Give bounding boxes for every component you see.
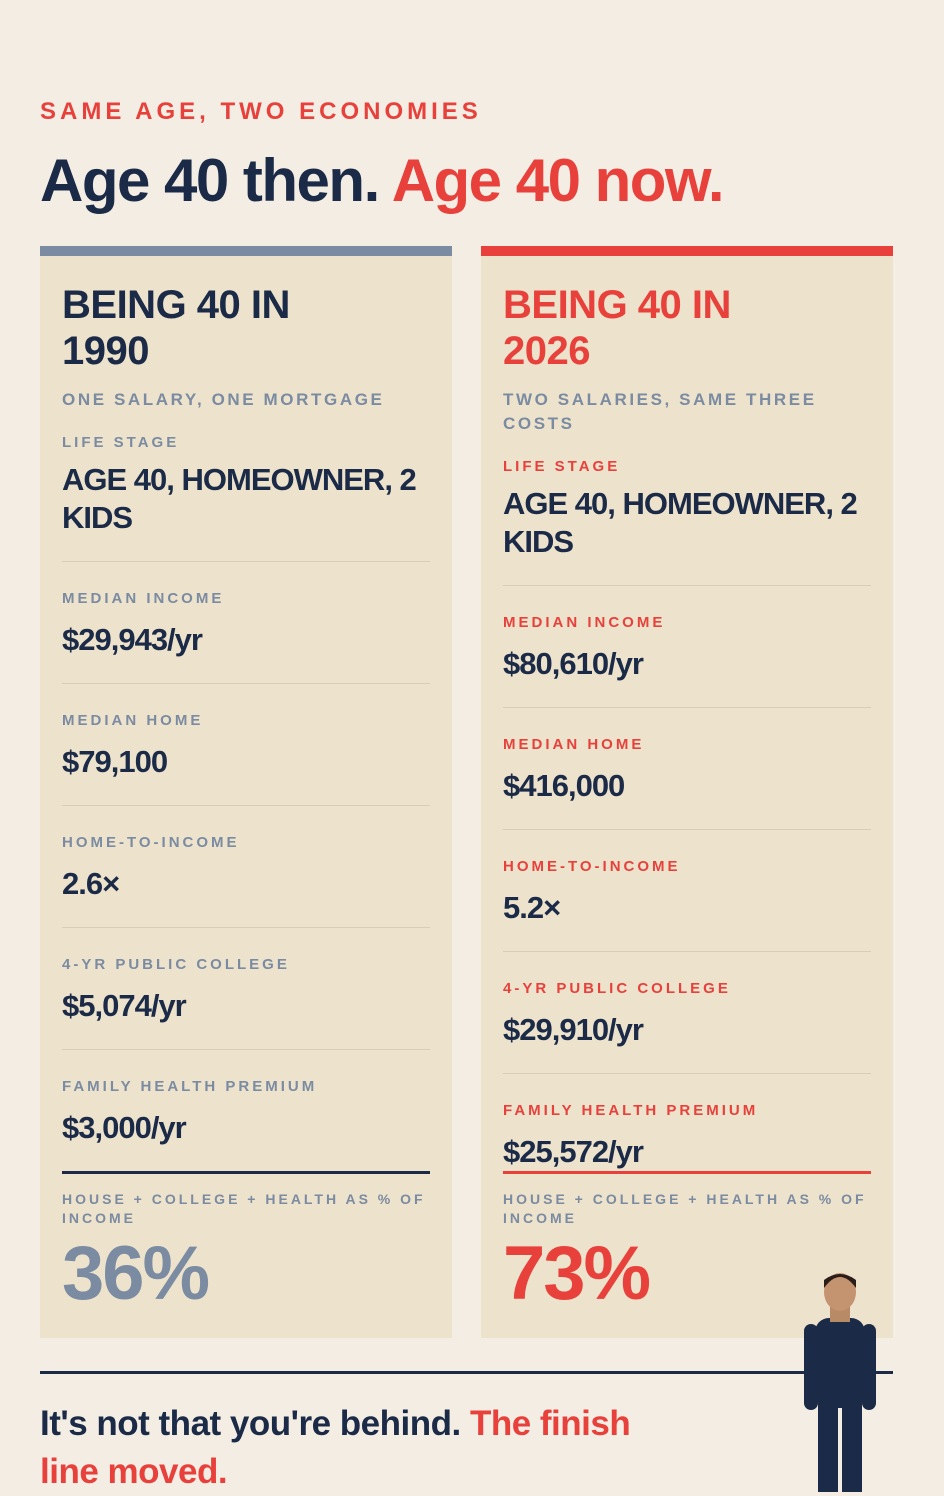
title-now: Age 40 now. <box>391 147 725 214</box>
stat-value: $29,910/yr <box>503 1012 644 1047</box>
stat-row: MEDIAN INCOME $29,943/yr <box>62 561 430 683</box>
person-figure <box>804 1273 876 1492</box>
total-block: HOUSE + COLLEGE + HEALTH AS % OF INCOME 3… <box>62 1171 430 1317</box>
stat-row: MEDIAN INCOME $80,610/yr <box>503 585 871 707</box>
title-then: Age 40 then. <box>40 147 380 214</box>
title: Age 40 then. Age 40 now. <box>40 146 725 215</box>
footer-lead: It's not that you're behind. <box>40 1404 461 1443</box>
stat-row: 4-YR PUBLIC COLLEGE $29,910/yr <box>503 951 871 1073</box>
stat-label: FAMILY HEALTH PREMIUM <box>62 1078 318 1095</box>
column-subtitle: ONE SALARY, ONE MORTGAGE <box>62 390 385 409</box>
stat-row: LIFE STAGE AGE 40, HOMEOWNER, 2 KIDS <box>62 412 430 561</box>
stat-value: AGE 40, HOMEOWNER, 2 KIDS <box>62 462 417 535</box>
stat-value: $25,572/yr <box>503 1134 644 1169</box>
stat-label: MEDIAN INCOME <box>62 590 225 607</box>
stat-label: HOME-TO-INCOME <box>503 858 681 875</box>
stat-row: FAMILY HEALTH PREMIUM $25,572/yr <box>503 1073 871 1195</box>
stat-value: $416,000 <box>503 768 625 803</box>
stat-label: MEDIAN HOME <box>503 736 645 753</box>
stat-value: $29,943/yr <box>62 622 203 657</box>
stat-label: HOME-TO-INCOME <box>62 834 240 851</box>
stat-row: MEDIAN HOME $416,000 <box>503 707 871 829</box>
column: BEING 40 IN 1990 ONE SALARY, ONE MORTGAGE… <box>40 246 452 1338</box>
stat-row: MEDIAN HOME $79,100 <box>62 683 430 805</box>
total-label: HOUSE + COLLEGE + HEALTH AS % OF INCOME <box>503 1191 867 1226</box>
eyebrow: SAME AGE, TWO ECONOMIES <box>40 98 482 125</box>
column-subtitle: TWO SALARIES, SAME THREE COSTS <box>503 390 817 433</box>
stat-row: HOME-TO-INCOME 5.2× <box>503 829 871 951</box>
divider <box>40 1371 893 1374</box>
stat-value: 2.6× <box>62 866 120 901</box>
total-block: HOUSE + COLLEGE + HEALTH AS % OF INCOME 7… <box>503 1171 871 1317</box>
total-label: HOUSE + COLLEGE + HEALTH AS % OF INCOME <box>62 1191 426 1226</box>
total-value: 73% <box>503 1231 651 1316</box>
stat-row: FAMILY HEALTH PREMIUM $3,000/yr <box>62 1049 430 1171</box>
stat-row: 4-YR PUBLIC COLLEGE $5,074/yr <box>62 927 430 1049</box>
stat-value: $79,100 <box>62 744 168 779</box>
column-heading: BEING 40 IN 1990 <box>62 283 290 373</box>
stat-label: MEDIAN HOME <box>62 712 204 729</box>
column-heading: BEING 40 IN 2026 <box>503 283 731 373</box>
total-value: 36% <box>62 1231 210 1316</box>
stat-label: FAMILY HEALTH PREMIUM <box>503 1102 759 1119</box>
stat-label: 4-YR PUBLIC COLLEGE <box>62 956 290 973</box>
stat-value: $80,610/yr <box>503 646 644 681</box>
stat-value: AGE 40, HOMEOWNER, 2 KIDS <box>503 486 858 559</box>
stat-row: HOME-TO-INCOME 2.6× <box>62 805 430 927</box>
stat-label: LIFE STAGE <box>503 458 621 475</box>
footer-punch: The finish line moved. <box>40 1404 631 1491</box>
stat-row: LIFE STAGE AGE 40, HOMEOWNER, 2 KIDS <box>503 436 871 585</box>
stat-value: $3,000/yr <box>62 1110 187 1145</box>
column: BEING 40 IN 2026 TWO SALARIES, SAME THREE… <box>481 246 893 1338</box>
footer: It's not that you're behind. The finish … <box>40 1400 640 1496</box>
stat-label: 4-YR PUBLIC COLLEGE <box>503 980 731 997</box>
stat-value: 5.2× <box>503 890 561 925</box>
stat-label: LIFE STAGE <box>62 434 180 451</box>
stat-label: MEDIAN INCOME <box>503 614 666 631</box>
stat-value: $5,074/yr <box>62 988 187 1023</box>
